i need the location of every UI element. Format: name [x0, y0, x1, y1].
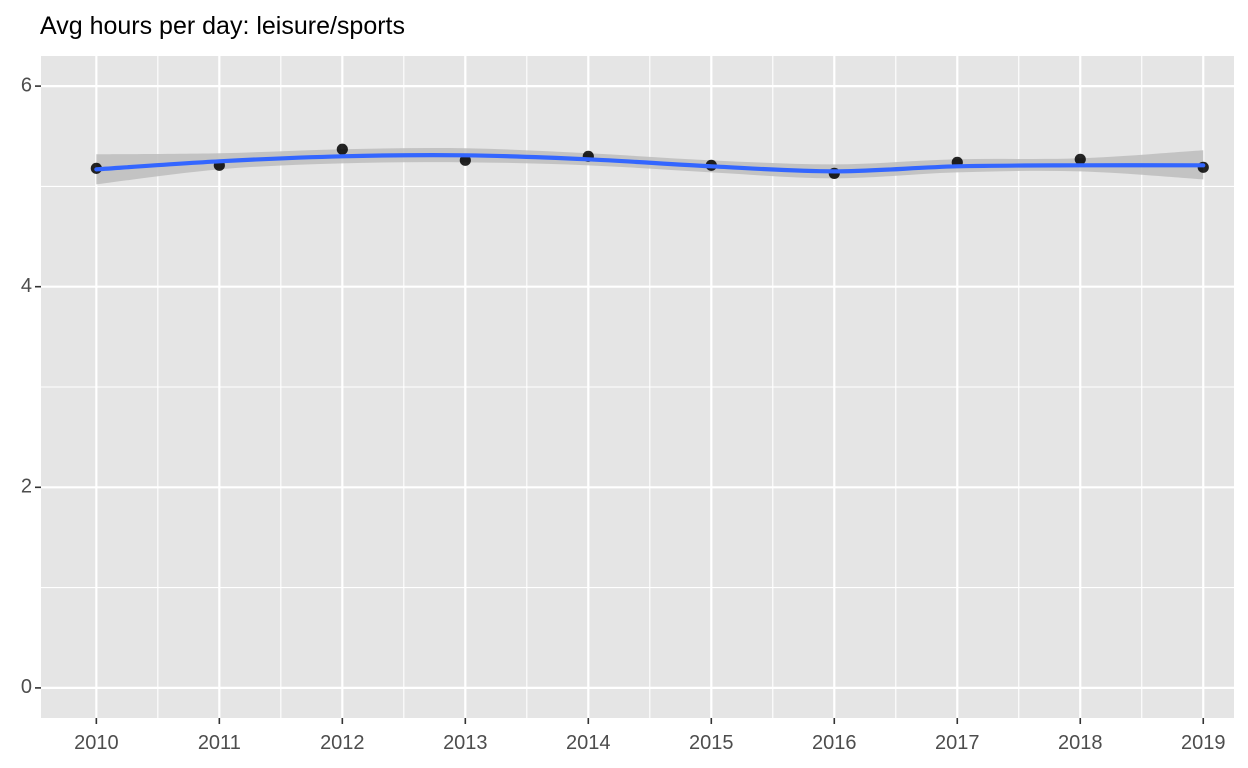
- x-axis: 2010 2011 2012 2013 2014 2015 2016 2017 2018 2019: [74, 718, 1226, 754]
- x-tick-label: 2010: [74, 732, 119, 754]
- x-tick-label: 2017: [935, 732, 980, 754]
- smooth-line: [94, 153, 1206, 174]
- chart-title: Avg hours per day: leisure/sports: [40, 12, 406, 40]
- x-tick-label: 2014: [566, 732, 611, 754]
- x-tick-label: 2015: [689, 732, 734, 754]
- x-tick-label: 2012: [320, 732, 365, 754]
- y-tick-label: 0: [21, 676, 32, 698]
- x-tick-label: 2013: [443, 732, 488, 754]
- x-tick-label: 2018: [1058, 732, 1103, 754]
- x-tick-label: 2016: [812, 732, 857, 754]
- data-point: [1074, 153, 1086, 165]
- grid-lines: [41, 56, 1234, 718]
- data-point: [459, 154, 471, 166]
- x-tick-label: 2011: [198, 732, 241, 754]
- data-point: [336, 143, 348, 155]
- y-tick-label: 6: [21, 74, 32, 96]
- x-tick-label: 2019: [1181, 732, 1226, 754]
- y-tick-label: 2: [21, 476, 32, 498]
- y-tick-label: 4: [21, 275, 32, 297]
- y-axis: 0 2 4 6: [21, 74, 41, 698]
